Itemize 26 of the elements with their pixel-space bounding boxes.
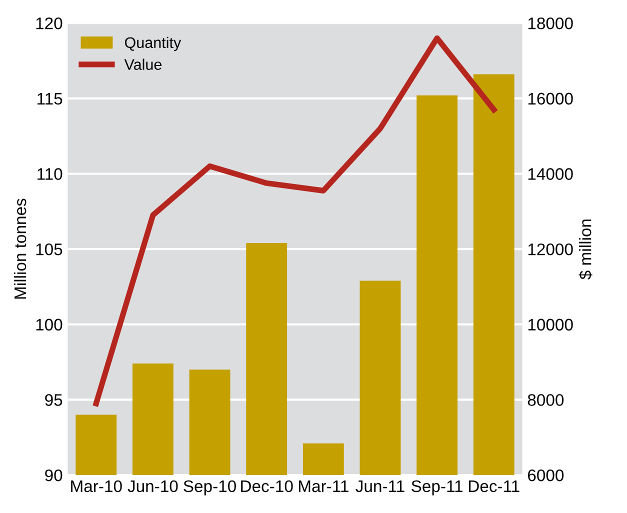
x-tick-label: Jun-10 [128,480,178,492]
x-tick-label: Mar-11 [299,480,348,492]
y-tick-label: 100 [36,318,62,331]
x-tick-label: Sep-11 [412,480,463,496]
y-tick-label: 95 [45,394,62,406]
y2-tick-label: 16000 [528,92,573,105]
y2-tick-label: 10000 [528,318,573,331]
y2-tick-label: 14000 [528,168,573,180]
y-tick-label: 90 [45,469,62,482]
y2-tick-label: 18000 [528,17,573,30]
y-tick-label: 120 [36,17,62,30]
legend-label: Quantity [124,36,182,52]
y2-tick-label: 8000 [528,394,564,406]
y-tick-label: 105 [36,243,62,256]
y2-tick-label: 6000 [528,469,564,482]
y-tick-label: 115 [38,92,62,105]
x-tick-label: Dec-10 [241,480,293,492]
x-tick-label: Jun-11 [356,480,404,492]
y2-tick-label: 12000 [528,243,573,256]
y-axis-title: Million tonnes [14,198,26,299]
legend-label: Value [124,58,162,70]
y2-axis-title: $ million [578,220,592,280]
x-tick-label: Dec-11 [469,480,520,492]
y-tick-label: 110 [38,168,62,180]
x-tick-label: Mar-10 [71,480,122,492]
x-tick-label: Sep-10 [184,480,236,496]
